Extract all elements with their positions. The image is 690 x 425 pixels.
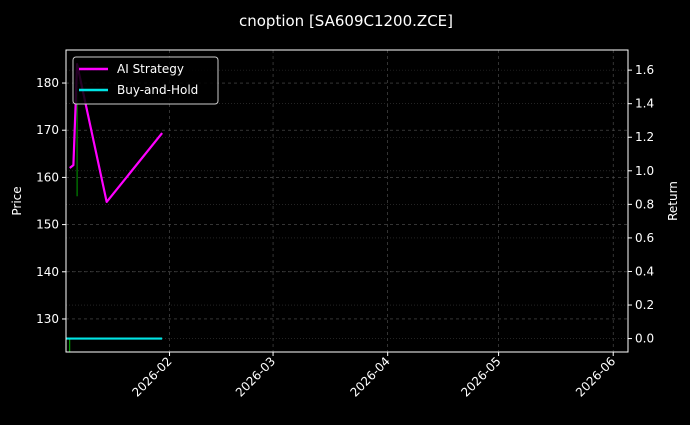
y-tick-label: 180 <box>36 76 59 90</box>
y-axis-label: Price <box>10 186 24 215</box>
x-tick-label: 2026-05 <box>458 354 503 399</box>
chart-title: cnoption [SA609C1200.ZCE] <box>239 12 453 30</box>
y2-tick-label: 1.4 <box>635 97 654 111</box>
y2-tick-label: 1.0 <box>635 164 654 178</box>
y2-tick-label: 0.4 <box>635 264 654 278</box>
legend: AI Strategy Buy-and-Hold <box>72 56 219 105</box>
legend-label-buy-and-hold: Buy-and-Hold <box>117 83 198 97</box>
y2-tick-label: 1.2 <box>635 130 654 144</box>
y-tick-label: 140 <box>36 265 59 279</box>
y2-tick-label: 0.2 <box>635 298 654 312</box>
y2-axis-label: Return <box>666 181 680 221</box>
x-tick-label: 2026-03 <box>233 354 278 399</box>
y2-tick-label: 1.6 <box>635 63 654 77</box>
x-tick-label: 2026-02 <box>129 354 174 399</box>
y-tick-label: 170 <box>36 123 59 137</box>
y-tick-label: 150 <box>36 218 59 232</box>
series-lines <box>66 63 163 340</box>
legend-label-ai-strategy: AI Strategy <box>117 62 184 76</box>
y2-tick-label: 0.0 <box>635 332 654 346</box>
x-tick-label: 2026-04 <box>347 354 392 399</box>
y-tick-label: 130 <box>36 312 59 326</box>
y-axis-right: 0.0 0.2 0.4 0.6 0.8 1.0 1.2 1.4 1.6 <box>628 63 654 346</box>
x-tick-label: 2026-06 <box>573 354 618 399</box>
plot-frame <box>65 49 629 353</box>
y-axis-left: 130 140 150 160 170 180 <box>36 76 66 326</box>
x-axis: 2026-02 2026-03 2026-04 2026-05 2026-06 <box>129 352 618 400</box>
y2-tick-label: 0.6 <box>635 231 654 245</box>
legend-box <box>72 56 219 105</box>
y2-tick-label: 0.8 <box>635 197 654 211</box>
y-tick-label: 160 <box>36 170 59 184</box>
